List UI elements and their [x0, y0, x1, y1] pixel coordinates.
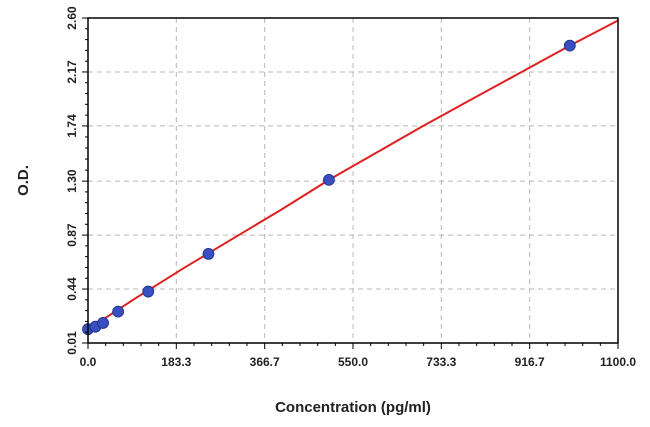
x-tick-label: 183.3 [161, 355, 191, 369]
x-tick-label: 366.7 [250, 355, 280, 369]
y-tick-label: 2.60 [65, 6, 79, 30]
data-point [97, 317, 109, 329]
x-tick-labels: 0.0 183.3 366.7 550.0 733.3 916.7 1100.0 [80, 355, 637, 369]
x-tick-label: 733.3 [426, 355, 456, 369]
y-tick-label: 0.44 [65, 277, 79, 301]
y-tick-label: 1.30 [65, 169, 79, 193]
series-lines [87, 19, 619, 331]
data-point [112, 305, 125, 318]
data-point [142, 285, 155, 298]
y-tick-label: 0.87 [65, 223, 79, 247]
data-point [323, 173, 335, 186]
axis-ticks [82, 17, 619, 349]
data-point [563, 39, 576, 52]
x-tick-label: 550.0 [338, 355, 368, 369]
y-tick-labels: 0.01 0.44 0.87 1.30 1.74 2.17 2.60 [65, 6, 79, 355]
y-axis-label: O.D. [15, 165, 32, 196]
x-tick-label: 1100.0 [600, 355, 636, 369]
data-point [202, 248, 215, 260]
y-tick-label: 1.74 [65, 114, 79, 138]
data-points [82, 39, 576, 336]
x-tick-label: 916.7 [515, 355, 545, 369]
fit-curve-line [87, 19, 619, 331]
grid-lines [88, 18, 618, 343]
y-tick-label: 0.01 [65, 331, 79, 355]
x-tick-label: 0.0 [80, 355, 97, 369]
x-axis-label: Concentration (pg/ml) [275, 399, 431, 416]
y-tick-label: 2.17 [65, 60, 79, 84]
